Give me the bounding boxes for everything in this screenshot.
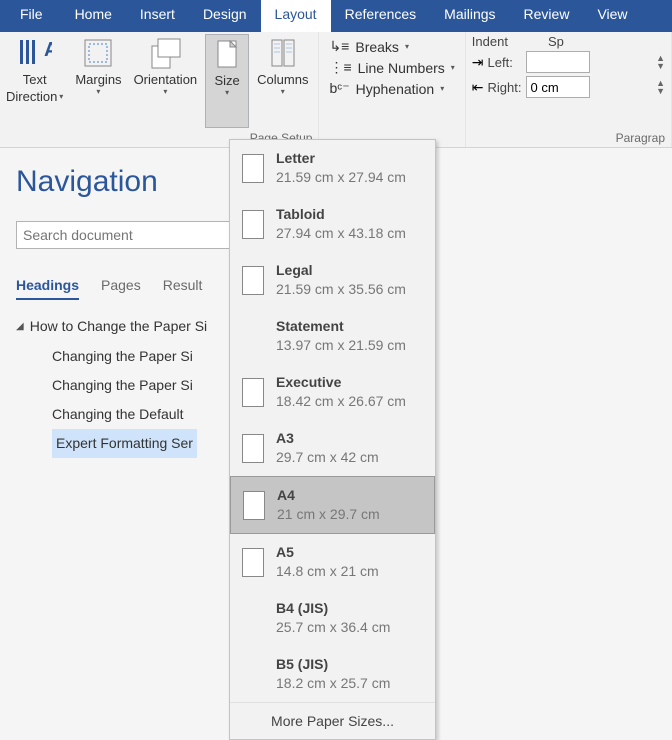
- size-name: Executive: [276, 373, 406, 392]
- size-button[interactable]: Size ▾: [205, 34, 249, 128]
- text-direction-icon: A: [18, 36, 52, 70]
- size-dropdown-icon: ▾: [225, 88, 229, 97]
- tree-child-selected[interactable]: Expert Formatting Ser: [52, 429, 197, 458]
- size-dropdown-menu: Letter21.59 cm x 27.94 cmTabloid27.94 cm…: [229, 139, 436, 740]
- tab-home[interactable]: Home: [61, 0, 126, 32]
- hyphenation-button[interactable]: bᶜ⁻Hyphenation▾: [325, 78, 458, 99]
- tree-parent-label: How to Change the Paper Si: [30, 318, 207, 334]
- ribbon: A Text Direction▾ Margins ▾ Orientation …: [0, 32, 672, 148]
- page-icon: [242, 378, 264, 407]
- indent-right-input[interactable]: [526, 76, 590, 98]
- ribbon-tabs: File Home Insert Design Layout Reference…: [0, 0, 672, 32]
- size-dimensions: 27.94 cm x 43.18 cm: [276, 224, 406, 243]
- size-option-b5-jis-[interactable]: B5 (JIS)18.2 cm x 25.7 cm: [230, 646, 435, 702]
- size-name: Legal: [276, 261, 406, 280]
- size-option-a4[interactable]: A421 cm x 29.7 cm: [230, 476, 435, 534]
- breaks-button[interactable]: ↳≡Breaks▾: [325, 36, 458, 57]
- orientation-dropdown-icon: ▾: [163, 87, 167, 96]
- breaks-icon: ↳≡: [329, 38, 349, 55]
- size-dimensions: 21 cm x 29.7 cm: [277, 505, 380, 524]
- nav-tab-headings[interactable]: Headings: [16, 277, 79, 300]
- nav-tab-pages[interactable]: Pages: [101, 277, 141, 300]
- orientation-icon: [148, 36, 182, 70]
- tab-mailings[interactable]: Mailings: [430, 0, 509, 32]
- text-direction-button[interactable]: A Text Direction▾: [2, 34, 67, 128]
- indent-left-icon: ⇥: [472, 54, 484, 71]
- group-paragraph-label: Paragrap: [616, 131, 665, 145]
- search-input[interactable]: [16, 221, 238, 249]
- group-page-setup-small: ↳≡Breaks▾ ⋮≡Line Numbers▾ bᶜ⁻Hyphenation…: [319, 32, 465, 147]
- group-page-setup: A Text Direction▾ Margins ▾ Orientation …: [0, 32, 319, 147]
- spacing-header: Sp: [548, 34, 564, 49]
- size-dimensions: 21.59 cm x 35.56 cm: [276, 280, 406, 299]
- size-name: A4: [277, 486, 380, 505]
- text-direction-label: Text: [23, 72, 47, 87]
- size-name: B5 (JIS): [276, 655, 390, 674]
- line-numbers-button[interactable]: ⋮≡Line Numbers▾: [325, 57, 458, 78]
- size-dimensions: 13.97 cm x 21.59 cm: [276, 336, 406, 355]
- size-option-a5[interactable]: A514.8 cm x 21 cm: [230, 534, 435, 590]
- collapse-icon[interactable]: ◢: [16, 321, 24, 332]
- nav-tab-results[interactable]: Result: [163, 277, 203, 300]
- margins-icon: [81, 36, 115, 70]
- size-icon: [210, 37, 244, 71]
- size-dimensions: 21.59 cm x 27.94 cm: [276, 168, 406, 187]
- indent-left-input[interactable]: [526, 51, 590, 73]
- size-name: A3: [276, 429, 379, 448]
- size-name: Tabloid: [276, 205, 406, 224]
- size-name: Statement: [276, 317, 406, 336]
- size-dimensions: 14.8 cm x 21 cm: [276, 562, 379, 581]
- size-dimensions: 18.2 cm x 25.7 cm: [276, 674, 390, 693]
- group-paragraph: Indent Sp ⇥ Left: ▲▼ ⇤ Right: ▲▼ Paragra…: [466, 32, 672, 147]
- margins-label: Margins: [75, 72, 121, 87]
- size-dimensions: 25.7 cm x 36.4 cm: [276, 618, 390, 637]
- tab-file[interactable]: File: [2, 0, 61, 32]
- indent-left-spinner[interactable]: ▲▼: [656, 54, 665, 70]
- size-option-a3[interactable]: A329.7 cm x 42 cm: [230, 420, 435, 476]
- indent-right-label: Right:: [488, 80, 522, 95]
- tab-insert[interactable]: Insert: [126, 0, 189, 32]
- indent-right-spinner[interactable]: ▲▼: [656, 79, 665, 95]
- size-option-tabloid[interactable]: Tabloid27.94 cm x 43.18 cm: [230, 196, 435, 252]
- indent-header: Indent: [472, 34, 508, 49]
- page-icon: [242, 548, 264, 577]
- hyphenation-icon: bᶜ⁻: [329, 80, 349, 97]
- text-direction-label2: Direction▾: [6, 89, 63, 104]
- size-option-legal[interactable]: Legal21.59 cm x 35.56 cm: [230, 252, 435, 308]
- page-icon: [242, 266, 264, 295]
- indent-right-icon: ⇤: [472, 79, 484, 96]
- size-dimensions: 18.42 cm x 26.67 cm: [276, 392, 406, 411]
- columns-label: Columns: [257, 72, 308, 87]
- margins-dropdown-icon: ▾: [96, 87, 100, 96]
- line-numbers-icon: ⋮≡: [329, 59, 351, 76]
- more-paper-sizes[interactable]: More Paper Sizes...: [230, 702, 435, 739]
- orientation-label: Orientation: [134, 72, 198, 87]
- svg-text:A: A: [44, 39, 52, 61]
- columns-button[interactable]: Columns ▾: [253, 34, 312, 128]
- tab-layout[interactable]: Layout: [261, 0, 331, 32]
- columns-icon: [266, 36, 300, 70]
- indent-left-label: Left:: [488, 55, 522, 70]
- size-label: Size: [215, 73, 240, 88]
- tab-references[interactable]: References: [331, 0, 431, 32]
- orientation-button[interactable]: Orientation ▾: [130, 34, 202, 128]
- size-name: B4 (JIS): [276, 599, 390, 618]
- size-option-executive[interactable]: Executive18.42 cm x 26.67 cm: [230, 364, 435, 420]
- page-icon: [242, 210, 264, 239]
- page-icon: [242, 434, 264, 463]
- tab-design[interactable]: Design: [189, 0, 261, 32]
- size-option-b4-jis-[interactable]: B4 (JIS)25.7 cm x 36.4 cm: [230, 590, 435, 646]
- size-option-statement[interactable]: Statement13.97 cm x 21.59 cm: [230, 308, 435, 364]
- size-name: Letter: [276, 149, 406, 168]
- page-icon: [243, 491, 265, 520]
- size-dimensions: 29.7 cm x 42 cm: [276, 448, 379, 467]
- tab-view[interactable]: View: [583, 0, 641, 32]
- size-name: A5: [276, 543, 379, 562]
- columns-dropdown-icon: ▾: [281, 87, 285, 96]
- margins-button[interactable]: Margins ▾: [71, 34, 125, 128]
- tab-review[interactable]: Review: [510, 0, 584, 32]
- page-icon: [242, 154, 264, 183]
- size-option-letter[interactable]: Letter21.59 cm x 27.94 cm: [230, 140, 435, 196]
